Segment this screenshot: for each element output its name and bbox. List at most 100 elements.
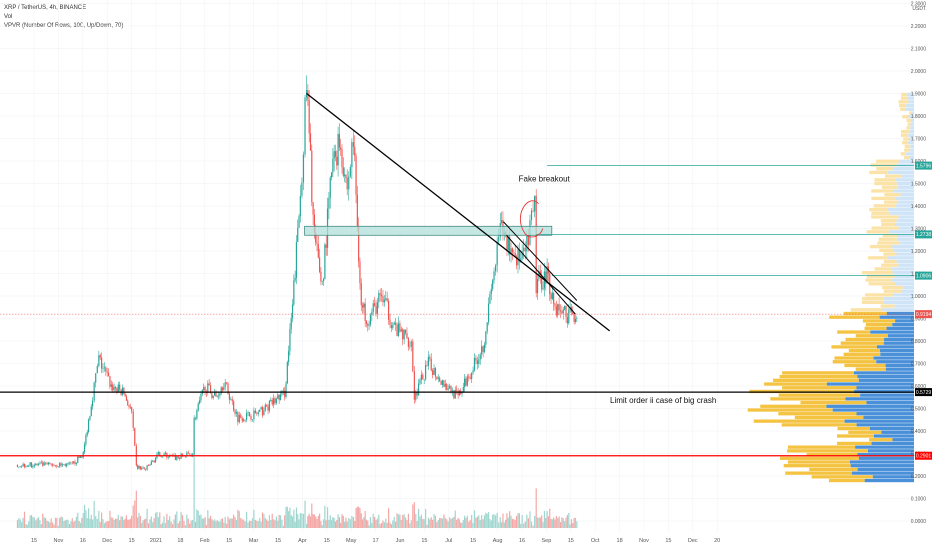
volume-profile-row-buy [882, 308, 914, 312]
volume-bar [478, 515, 480, 528]
candle-body [189, 453, 191, 455]
candle-body [227, 383, 229, 394]
candle-body [359, 261, 361, 284]
candle-body [291, 304, 294, 319]
volume-bar [351, 515, 353, 528]
price-tick-label: 1.9000 [911, 91, 927, 97]
candle-body [565, 305, 567, 318]
volume-profile-row-buy [881, 430, 914, 434]
volume-profile-row-sell [871, 196, 895, 201]
volume-profile-row-sell [779, 374, 858, 379]
candle-body [285, 383, 287, 397]
volume-profile-row-buy [895, 178, 914, 182]
volume-bar [456, 519, 458, 528]
candle-body [89, 415, 91, 420]
volume-bar [184, 525, 187, 528]
volume-profile-row-buy [857, 467, 914, 472]
volume-profile-row-sell [906, 118, 911, 123]
price-tick-label: 0.2000 [911, 474, 927, 480]
candle-body [85, 435, 87, 445]
candle-body [321, 281, 323, 282]
candle-body [235, 412, 238, 414]
volume-bar [551, 519, 553, 528]
candle-body [275, 398, 277, 404]
candle-body [226, 382, 228, 384]
trendline [503, 221, 578, 301]
volume-bar [266, 519, 268, 528]
price-axis-label-box [915, 310, 932, 319]
volume-bar [164, 523, 167, 528]
candle-body [82, 452, 84, 458]
candle-body [406, 333, 408, 339]
volume-bar [534, 515, 536, 528]
price-tick-label: 1.2000 [911, 249, 927, 255]
volume-bar [325, 520, 327, 528]
candle-body [437, 377, 439, 379]
volume-bar [510, 515, 512, 528]
volume-bar [281, 519, 283, 528]
price-tick-label: 1.0000 [911, 294, 927, 300]
candle-body [153, 460, 155, 463]
candle-body [536, 279, 539, 294]
volume-profile-row-buy [857, 452, 914, 457]
volume-bar [147, 523, 150, 528]
volume-profile-row-sell [874, 181, 897, 186]
volume-profile-row-buy [887, 170, 914, 175]
volume-profile-row-buy [879, 348, 914, 353]
volume-bar [169, 516, 171, 528]
volume-bar [109, 510, 111, 528]
volume-bar [74, 520, 76, 528]
volume-profile-row-buy [896, 219, 914, 223]
volume-bar [513, 519, 515, 528]
volume-bar [468, 521, 470, 528]
candle-body [16, 464, 19, 468]
candle-body [478, 359, 480, 364]
volume-profile-row-buy [895, 319, 914, 323]
candle-body [419, 379, 421, 384]
candle-body [270, 399, 272, 401]
volume-bar [248, 520, 251, 528]
volume-profile-row-sell [794, 415, 864, 420]
volume-bar [167, 520, 169, 528]
volume-profile-row-buy [885, 363, 914, 368]
volume-bar [489, 518, 491, 528]
volume-bar [309, 516, 312, 528]
candle-body [83, 444, 86, 453]
volume-profile-row-buy [891, 245, 914, 249]
candle-body [90, 406, 92, 416]
candle-body [313, 214, 315, 233]
time-tick-label: 15 [324, 538, 330, 544]
candle-body [254, 410, 256, 414]
price-tick-label: 1.5000 [911, 181, 927, 187]
volume-profile-row-buy [893, 293, 914, 297]
volume-bar [364, 511, 366, 528]
candle-body [333, 151, 335, 159]
volume-bar [301, 513, 303, 528]
volume-bar [284, 515, 286, 528]
candle-body [164, 452, 167, 454]
volume-profile-row-buy [884, 300, 914, 304]
candle-body [251, 419, 254, 420]
price-axis-label-box [915, 388, 932, 397]
volume-profile-row-buy [901, 174, 914, 178]
volume-bar [481, 515, 483, 528]
volume-bar [230, 518, 232, 528]
candle-body [441, 380, 444, 385]
volume-bar [107, 521, 110, 528]
candle-body [47, 462, 49, 465]
volume-bar [57, 525, 59, 528]
time-tick-label: 15 [665, 538, 671, 544]
candle-body [574, 318, 577, 322]
volume-bar [338, 517, 340, 528]
candle-body [343, 174, 346, 176]
volume-bar [379, 524, 381, 528]
volume-bar [37, 517, 40, 528]
volume-bar [569, 524, 571, 528]
candle-body [147, 465, 150, 466]
volume-profile-row-sell [869, 438, 893, 442]
volume-bar [197, 510, 199, 528]
candle-body [433, 368, 435, 375]
price-axis-label: 1.2738 [916, 232, 932, 238]
candle-body [73, 461, 75, 463]
